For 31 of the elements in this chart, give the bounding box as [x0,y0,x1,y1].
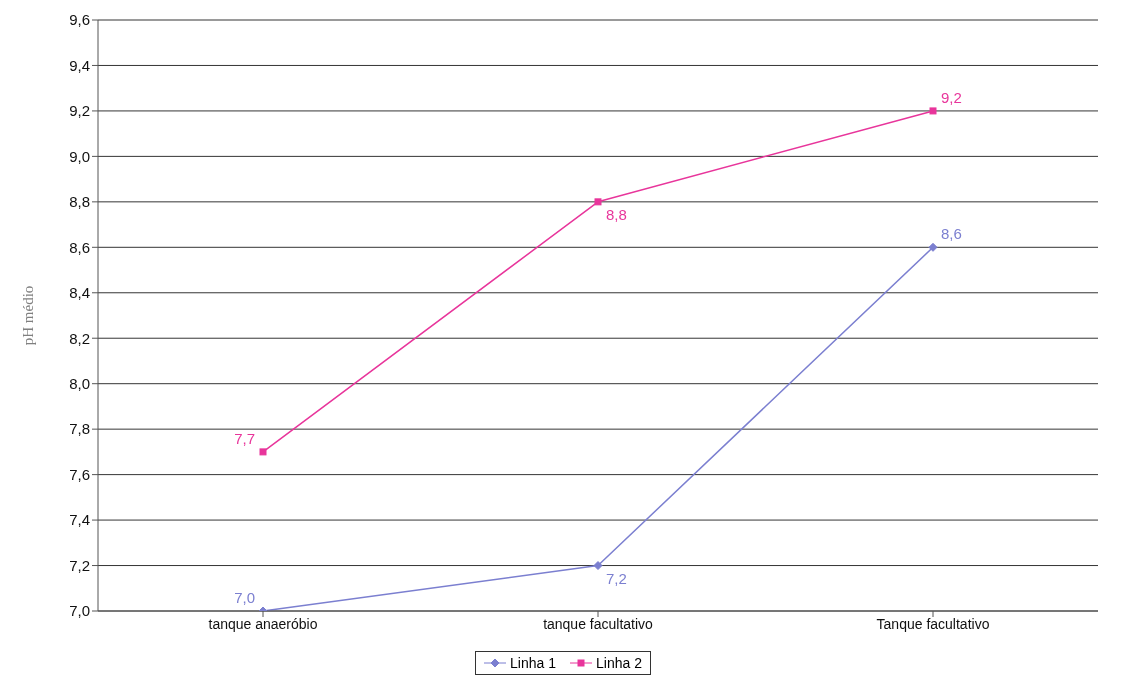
y-tick-label: 8,8 [69,193,90,211]
data-label: 8,6 [941,225,962,243]
x-tick-label: tanque facultativo [543,615,654,632]
y-tick-label: 8,2 [69,329,90,347]
y-tick-label: 7,6 [69,465,90,483]
point [928,242,938,252]
point [259,448,267,456]
legend-label: Linha 2 [595,655,642,671]
y-tick-label: 9,6 [69,11,90,29]
data-label: 7,7 [234,429,255,447]
data-label: 7,0 [234,589,255,606]
x-tick-label: tanque anaeróbio [208,615,318,632]
y-tick-label: 7,2 [69,556,90,574]
legend-label: Linha 1 [509,655,556,671]
data-label: 7,2 [606,569,627,587]
x-tick-label: Tanque facultativo [876,615,990,632]
y-tick-label: 8,4 [69,284,90,302]
data-label: 8,8 [606,205,627,223]
point [594,198,602,206]
y-tick-label: 9,4 [69,56,90,74]
y-tick-label: 8,6 [69,238,90,256]
y-tick-label: 9,2 [69,102,90,120]
y-tick-label: 7,0 [69,602,90,620]
y-tick-label: 7,8 [69,420,90,438]
y-tick-label: 8,0 [69,375,90,393]
y-tick-label: 7,4 [69,511,90,529]
point [929,107,937,115]
y-axis-title: pH médio [20,285,37,346]
y-tick-label: 9,0 [69,147,90,165]
point [593,561,603,571]
data-label: 9,2 [941,88,962,106]
